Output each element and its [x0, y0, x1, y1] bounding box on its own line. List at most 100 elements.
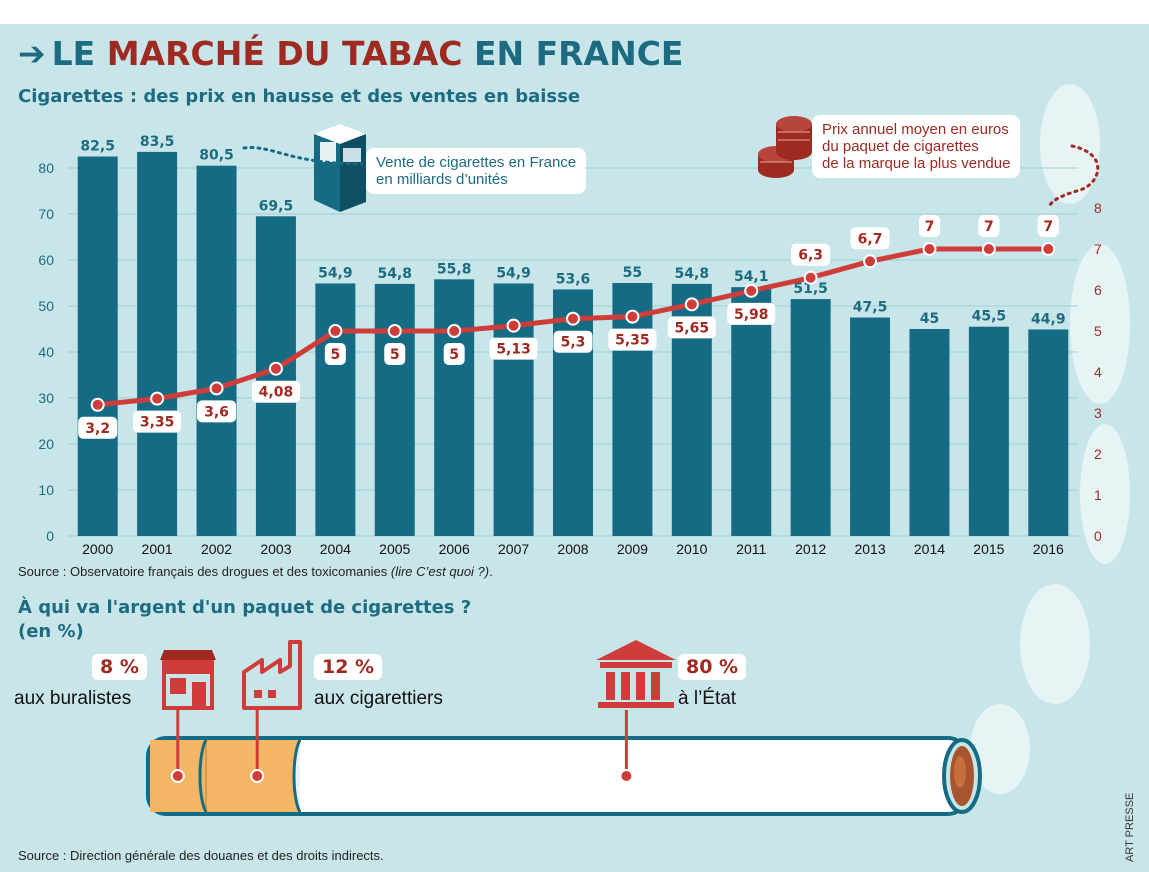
- share-label-cigarettiers: aux cigarettiers: [314, 688, 443, 709]
- price-value-label: 6,7: [858, 231, 883, 247]
- bar-value-label: 82,5: [80, 139, 115, 155]
- price-label-box: [918, 215, 940, 237]
- bar: [374, 283, 415, 536]
- bar: [790, 299, 831, 536]
- price-value-labels: 3,2 3,353,64,085 5 5 5,13 5,3 5,355,655,986,36…: [78, 215, 1059, 439]
- bar-value-label: 54,9: [318, 265, 353, 281]
- y-right-tick-label: 7: [1094, 241, 1102, 257]
- x-tick-label: 2010: [676, 541, 707, 557]
- x-tick-label: 2006: [439, 541, 470, 557]
- y-right-tick-label: 1: [1094, 487, 1102, 503]
- price-value-label: 7: [925, 219, 935, 235]
- price-value-label: 4,08: [259, 385, 294, 401]
- price-label-box: [978, 215, 1000, 237]
- x-tick-label: 2009: [617, 541, 648, 557]
- credit: ART PRESSE: [1124, 792, 1136, 862]
- price-label-box: [197, 400, 237, 423]
- price-label-box: [489, 337, 538, 360]
- bar-value-label: 53,6: [556, 271, 591, 287]
- x-tick-label: 2012: [795, 541, 826, 557]
- price-point: [268, 361, 283, 376]
- x-tick-label: 2003: [260, 541, 291, 557]
- price-point: [863, 254, 878, 269]
- price-label-group: 5: [324, 343, 346, 365]
- price-label-box: [667, 316, 716, 339]
- x-tick-label: 2000: [82, 541, 113, 557]
- x-tick-label: 2015: [973, 541, 1004, 557]
- price-point: [625, 309, 640, 324]
- sales-series-note: Vente de cigarettes en France en milliar…: [366, 148, 587, 194]
- price-label-box: [791, 243, 831, 266]
- price-point: [506, 318, 521, 333]
- x-tick-label: 2014: [914, 541, 945, 557]
- bar-value-label: 45: [920, 311, 939, 327]
- infographic: ➔ LE MARCHÉ DU TABAC EN FRANCE Cigarettes…: [0, 24, 1149, 872]
- y-tick-label: 0: [46, 528, 54, 544]
- distribution-title: À qui va l'argent d'un paquet de cigaret…: [18, 597, 472, 642]
- price-point: [387, 324, 402, 338]
- price-label-box: [850, 227, 890, 250]
- price-point: [922, 242, 937, 256]
- bar: [1028, 329, 1069, 536]
- bar: [612, 283, 653, 536]
- price-label-box: [608, 328, 657, 351]
- y-axis-left: 0 10 20 30 40 50 60 70 80: [38, 160, 54, 544]
- price-point: [684, 297, 699, 312]
- bar-value-label: 69,5: [259, 198, 294, 214]
- price-point: [744, 283, 759, 298]
- share-marker-dot: [170, 769, 185, 783]
- y-right-tick-label: 4: [1094, 364, 1102, 380]
- x-tick-label: 2002: [201, 541, 232, 557]
- bar-value-label: 54,9: [496, 265, 531, 281]
- price-label-group: 5: [443, 343, 465, 365]
- chart-subtitle: Cigarettes : des prix en hausse et des v…: [18, 86, 581, 107]
- y-right-tick-label: 0: [1094, 528, 1102, 544]
- x-tick-label: 2007: [498, 541, 529, 557]
- price-label-group: 5,65: [667, 316, 716, 339]
- x-tick-label: 2004: [320, 541, 351, 557]
- price-label-group: 5,13: [489, 337, 538, 360]
- price-value-label: 5,65: [675, 320, 710, 336]
- price-value-label: 6,3: [798, 248, 823, 264]
- price-label-box: [727, 302, 776, 325]
- y-right-tick-label: 6: [1094, 282, 1102, 298]
- price-label-group: 7: [1037, 215, 1059, 237]
- cigarette-pack-icon: [314, 124, 366, 212]
- share-label-etat: à l’État: [678, 688, 737, 709]
- price-line: [90, 242, 1056, 412]
- read-more-link[interactable]: (lire C’est quoi ?): [390, 564, 490, 579]
- price-label-group: 7: [918, 215, 940, 237]
- bar: [909, 329, 950, 536]
- y-tick-label: 20: [38, 436, 54, 452]
- bar: [968, 326, 1009, 536]
- price-value-label: 5: [390, 347, 400, 363]
- bar: [255, 216, 296, 537]
- price-note-connector: [1046, 144, 1100, 210]
- price-label-group: 3,2: [78, 416, 118, 439]
- price-label-group: 5: [384, 343, 406, 365]
- price-value-label: 5: [330, 347, 340, 363]
- price-label-box: [251, 380, 300, 403]
- price-label-box: [384, 343, 406, 365]
- price-value-label: 5: [449, 347, 459, 363]
- bar-value-label: 54,1: [734, 269, 769, 285]
- bar-value-label: 55,8: [437, 261, 472, 277]
- price-value-label: 5,3: [561, 335, 586, 351]
- share-label-buralistes: aux buralistes: [14, 688, 132, 709]
- share-markers: [170, 708, 634, 783]
- price-label-group: 5,35: [608, 328, 657, 351]
- bar-value-label: 83,5: [140, 134, 175, 150]
- price-label-box: [1037, 215, 1059, 237]
- price-label-group: 3,35: [133, 410, 182, 433]
- price-label-group: 3,6: [197, 400, 237, 423]
- price-label-group: 4,08: [251, 380, 300, 403]
- share-value-buralistes: 8 %: [92, 654, 147, 680]
- y-tick-label: 60: [38, 252, 54, 268]
- price-point: [981, 242, 996, 256]
- page-title: ➔ LE MARCHÉ DU TABAC EN FRANCE: [18, 34, 684, 73]
- price-point: [150, 391, 165, 406]
- sales-note-connector: [242, 145, 364, 166]
- price-value-label: 5,13: [496, 342, 531, 358]
- y-tick-label: 30: [38, 390, 54, 406]
